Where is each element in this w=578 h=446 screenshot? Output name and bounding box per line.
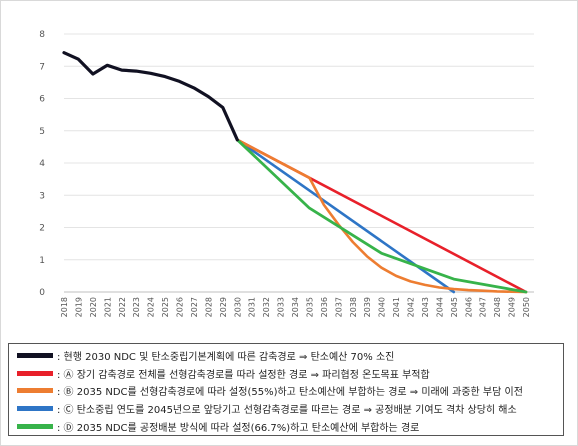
x-tick-label: 2032: [262, 297, 271, 317]
legend-swatch: [17, 406, 53, 412]
chart-legend: : 현행 2030 NDC 및 탄소중립기본계획에 따른 감축경로 ⇒ 탄소예산…: [8, 343, 564, 436]
legend-swatch: [17, 370, 53, 376]
x-tick-label: 2030: [233, 297, 242, 317]
x-tick-label: 2024: [147, 297, 156, 317]
y-tick-label: 4: [39, 159, 45, 169]
series-line-2: [236, 138, 528, 294]
legend-item-current-path: : 현행 2030 NDC 및 탄소중립기본계획에 따른 감축경로 ⇒ 탄소예산…: [17, 347, 563, 365]
y-tick-label: 6: [39, 95, 45, 105]
x-tick-label: 2031: [248, 297, 257, 317]
x-tick-label: 2040: [378, 297, 387, 317]
x-tick-label: 2028: [204, 297, 213, 317]
legend-item-path-a: : Ⓐ 장기 감축경로 전체를 선형감축경로를 따라 설정한 경로 ⇒ 파리협정…: [17, 365, 563, 383]
x-tick-label: 2023: [132, 297, 141, 317]
x-tick-label: 2041: [392, 297, 401, 317]
y-tick-label: 8: [39, 30, 45, 40]
x-tick-label: 2034: [291, 297, 300, 317]
y-tick-label: 2: [39, 224, 45, 234]
legend-label: : 현행 2030 NDC 및 탄소중립기본계획에 따른 감축경로 ⇒ 탄소예산…: [57, 352, 395, 364]
x-tick-label: 2019: [74, 297, 83, 317]
y-tick-label: 1: [39, 256, 45, 266]
x-tick-label: 2022: [118, 297, 127, 317]
y-tick-label: 7: [39, 62, 45, 72]
legend-item-path-b: : Ⓑ 2035 NDC를 선형감축경로에 따라 설정(55%)하고 탄소예산에…: [17, 382, 563, 400]
x-tick-label: 2036: [320, 297, 329, 317]
x-tick-label: 2049: [508, 297, 517, 317]
x-tick-label: 2018: [60, 297, 69, 317]
x-tick-label: 2027: [190, 297, 199, 317]
legend-item-path-c: : Ⓒ 탄소중립 연도를 2045년으로 앞당기고 선형감축경로를 따르는 경로…: [17, 400, 563, 418]
x-tick-label: 2038: [349, 297, 358, 317]
x-tick-label: 2021: [103, 297, 112, 317]
legend-swatch: [17, 353, 53, 359]
chart-plot: 0 1 2 3 4 5 6 7 8 2018 2019 2020 2021 2022 2023 2024 20…: [39, 30, 534, 317]
y-tick-label: 0: [39, 288, 45, 298]
x-tick-label: 2025: [161, 297, 170, 317]
x-tick-label: 2037: [334, 297, 343, 317]
legend-label: : Ⓑ 2035 NDC를 선형감축경로에 따라 설정(55%)하고 탄소예산에…: [57, 387, 523, 399]
legend-label: : Ⓓ 2035 NDC를 공정배분 방식에 따라 설정(66.7%)하고 탄소…: [57, 422, 420, 434]
x-tick-label: 2039: [363, 297, 372, 317]
x-tick-label: 2048: [493, 297, 502, 317]
x-tick-label: 2035: [305, 297, 314, 317]
series-line-0: [62, 51, 239, 142]
x-tick-label: 2043: [421, 297, 430, 317]
series-line-4: [235, 138, 528, 294]
x-tick-label: 2020: [89, 297, 98, 317]
x-tick-label: 2050: [522, 297, 531, 317]
x-tick-label: 2044: [435, 297, 444, 317]
legend-label: : Ⓐ 장기 감축경로 전체를 선형감축경로를 따라 설정한 경로 ⇒ 파리협정…: [57, 369, 430, 381]
x-tick-label: 2033: [277, 297, 286, 317]
legend-swatch: [17, 423, 53, 429]
y-tick-label: 3: [39, 191, 45, 201]
legend-item-path-d: : Ⓓ 2035 NDC를 공정배분 방식에 따라 설정(66.7%)하고 탄소…: [17, 417, 563, 435]
x-tick-label: 2029: [219, 297, 228, 317]
x-tick-label: 2026: [176, 297, 185, 317]
x-tick-label: 2042: [407, 297, 416, 317]
legend-label: : Ⓒ 탄소중립 연도를 2045년으로 앞당기고 선형감축경로를 따르는 경로…: [57, 405, 517, 417]
x-tick-label: 2045: [450, 297, 459, 317]
x-tick-label: 2046: [464, 297, 473, 317]
legend-swatch: [17, 388, 53, 394]
y-tick-label: 5: [39, 127, 45, 137]
x-tick-label: 2047: [479, 297, 488, 317]
